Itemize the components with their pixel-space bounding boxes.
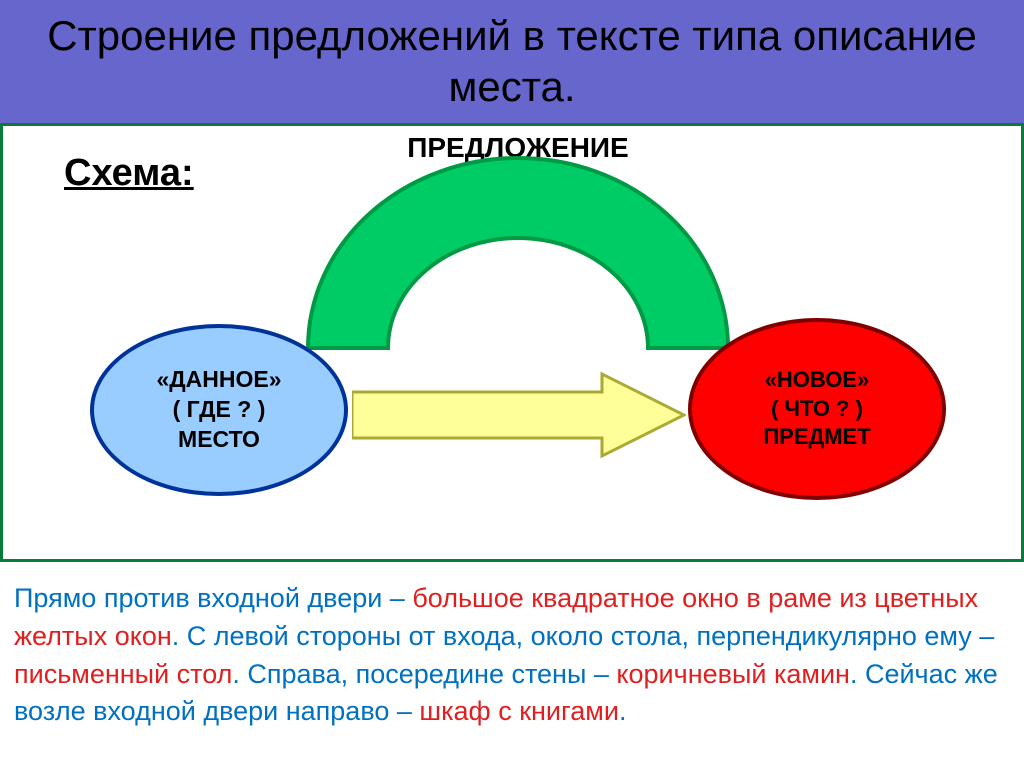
example-seg5: . Справа, посередине стены – (232, 659, 616, 689)
arch-shape (288, 128, 748, 368)
schema-label: Схема: (64, 152, 194, 195)
right-node: «НОВОЕ» ( ЧТО ? ) ПРЕДМЕТ (688, 318, 946, 500)
example-seg6: коричневый камин (616, 659, 850, 689)
slide-title: Строение предложений в тексте типа описа… (40, 11, 984, 112)
right-node-line1: «НОВОЕ» (765, 366, 870, 395)
left-node-line3: МЕСТО (178, 425, 260, 455)
left-node-line2: ( ГДЕ ? ) (173, 395, 266, 425)
title-bar: Строение предложений в тексте типа описа… (0, 0, 1024, 126)
example-seg9: . (619, 696, 627, 726)
example-seg1: Прямо против входной двери – (14, 583, 412, 613)
right-node-line3: ПРЕДМЕТ (763, 423, 870, 452)
right-node-line2: ( ЧТО ? ) (771, 395, 863, 424)
example-seg8: шкаф с книгами (419, 696, 619, 726)
example-seg4: письменный стол (14, 659, 232, 689)
example-seg3: . С левой стороны от входа, около стола,… (172, 621, 995, 651)
arrow-shape (352, 370, 686, 460)
left-node-line1: «ДАННОЕ» (156, 365, 281, 395)
left-node: «ДАННОЕ» ( ГДЕ ? ) МЕСТО (90, 324, 348, 496)
example-text: Прямо против входной двери – большое ква… (0, 562, 1024, 767)
